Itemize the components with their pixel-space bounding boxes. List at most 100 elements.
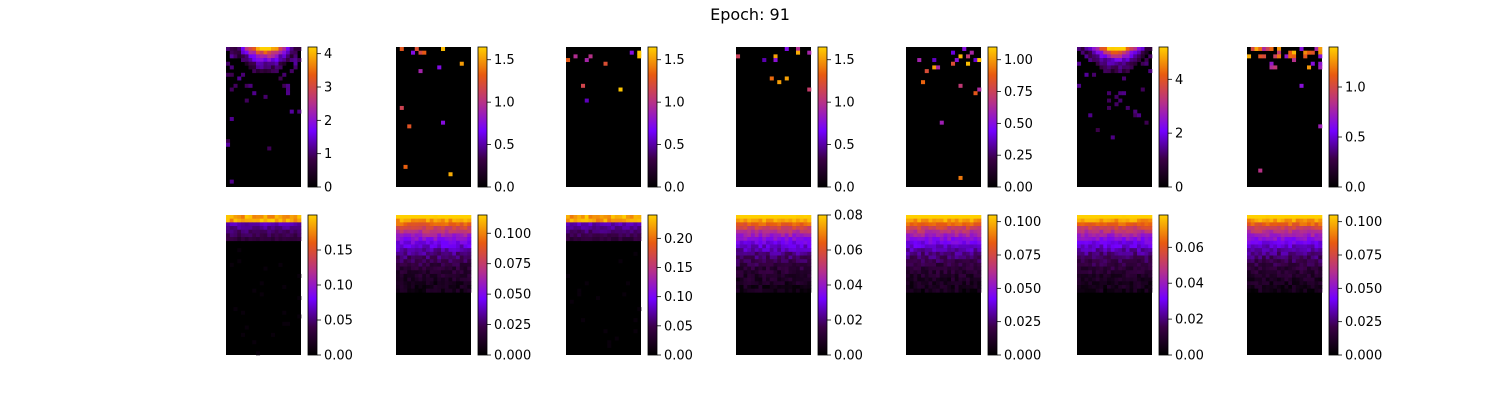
heatmap-cell <box>747 248 752 253</box>
heatmap-cell <box>433 266 438 271</box>
colorbar <box>307 214 318 356</box>
heatmap-cell <box>1288 229 1293 234</box>
heatmap-cell <box>271 215 276 219</box>
heatmap-cell <box>403 285 408 289</box>
heatmap-cell <box>1137 58 1142 63</box>
heatmap-cell <box>1148 270 1153 275</box>
heatmap-cell <box>1254 270 1259 275</box>
heatmap-cell <box>1092 58 1097 63</box>
heatmap-cell <box>1258 168 1263 173</box>
heatmap-cell <box>452 277 457 282</box>
heatmap-cell <box>1262 266 1267 271</box>
heatmap-cell <box>1247 266 1252 271</box>
heatmap-cell <box>459 288 464 293</box>
heatmap-cell <box>456 244 461 249</box>
heatmap-cell <box>1107 226 1112 231</box>
heatmap-cell <box>1148 54 1153 59</box>
heatmap-cell <box>1262 285 1267 289</box>
heatmap-cell <box>1303 251 1308 256</box>
heatmap-cell <box>452 266 457 271</box>
heatmap-cell <box>1258 255 1263 260</box>
heatmap-cell <box>456 266 461 271</box>
heatmap-cell <box>1269 288 1274 293</box>
heatmap-cell <box>422 262 427 267</box>
heatmap-cell <box>736 285 741 289</box>
heatmap-cell <box>936 259 941 264</box>
heatmap-cell <box>1088 285 1093 289</box>
heatmap-cell <box>399 240 404 245</box>
heatmap-cell <box>403 251 408 256</box>
heatmap-cell <box>966 266 971 271</box>
heatmap-cell <box>1084 222 1089 227</box>
heatmap-cell <box>739 288 744 293</box>
heatmap-cell <box>1144 251 1149 256</box>
heatmap-cell <box>282 215 287 219</box>
heatmap-cell <box>1303 54 1308 59</box>
heatmap-cell <box>1273 285 1278 289</box>
heatmap-cell <box>1258 229 1263 234</box>
heatmap-cell <box>426 277 431 282</box>
heatmap-cell <box>792 218 797 223</box>
heatmap-cell <box>1088 215 1093 219</box>
heatmap-cell <box>1114 65 1119 70</box>
heatmap-cell <box>426 285 431 289</box>
heatmap-cell <box>947 285 952 289</box>
heatmap-cell <box>1318 47 1323 51</box>
heatmap-cell <box>293 65 298 70</box>
heatmap-cell <box>754 222 759 227</box>
heatmap-cell <box>414 248 419 253</box>
heatmap-cell <box>1129 259 1134 264</box>
heatmap-cell <box>452 229 457 234</box>
heatmap-cell <box>1262 244 1267 249</box>
heatmap-cell <box>278 50 283 55</box>
heatmap-cell <box>437 222 442 227</box>
heatmap-cell <box>739 255 744 260</box>
heatmap-cell <box>1088 218 1093 223</box>
heatmap-cell <box>411 255 416 260</box>
heatmap-cell <box>1148 255 1153 260</box>
heatmap-cell <box>252 233 257 238</box>
heatmap-cell <box>1140 47 1145 51</box>
heatmap-cell <box>441 277 446 282</box>
heatmap-cell <box>766 222 771 227</box>
heatmap-cell <box>1265 281 1270 286</box>
colorbar-tick-label: 0.15 <box>324 244 353 259</box>
heatmap-cell <box>1099 58 1104 63</box>
heatmap-cell <box>399 233 404 238</box>
heatmap-cell <box>1280 233 1285 238</box>
heatmap-cell <box>1114 273 1119 278</box>
heatmap-cell <box>909 233 914 238</box>
heatmap-cell <box>293 215 298 219</box>
heatmap-cell <box>1269 215 1274 219</box>
heatmap-cell <box>917 270 922 275</box>
heatmap-cell <box>573 237 578 242</box>
heatmap-cell <box>1262 262 1267 267</box>
heatmap-cell <box>1314 47 1319 51</box>
heatmap-cell <box>282 229 287 234</box>
heatmap-cell <box>1107 61 1112 66</box>
heatmap-cell <box>1250 248 1255 253</box>
heatmap-cell <box>1318 266 1323 271</box>
heatmap-cell <box>747 215 752 219</box>
heatmap-cell <box>448 251 453 256</box>
heatmap-cell <box>237 229 242 234</box>
heatmap-cell <box>1099 237 1104 242</box>
heatmap-cell <box>444 222 449 227</box>
heatmap-cell <box>1277 262 1282 267</box>
heatmap-cell <box>766 215 771 219</box>
heatmap-cell <box>924 251 929 256</box>
heatmap-cell <box>1137 229 1142 234</box>
colorbar <box>1328 214 1339 356</box>
heatmap-cell <box>913 266 918 271</box>
heatmap-cell <box>441 237 446 242</box>
heatmap-cell <box>1107 105 1112 110</box>
heatmap-cell <box>233 237 238 242</box>
heatmap-cell <box>917 277 922 282</box>
heatmap-cell <box>1129 277 1134 282</box>
heatmap-cell <box>1250 244 1255 249</box>
heatmap-cell <box>803 251 808 256</box>
heatmap-cell <box>229 50 234 55</box>
heatmap-cell <box>256 65 261 70</box>
heatmap-cell <box>947 218 952 223</box>
heatmap-cell <box>792 270 797 275</box>
